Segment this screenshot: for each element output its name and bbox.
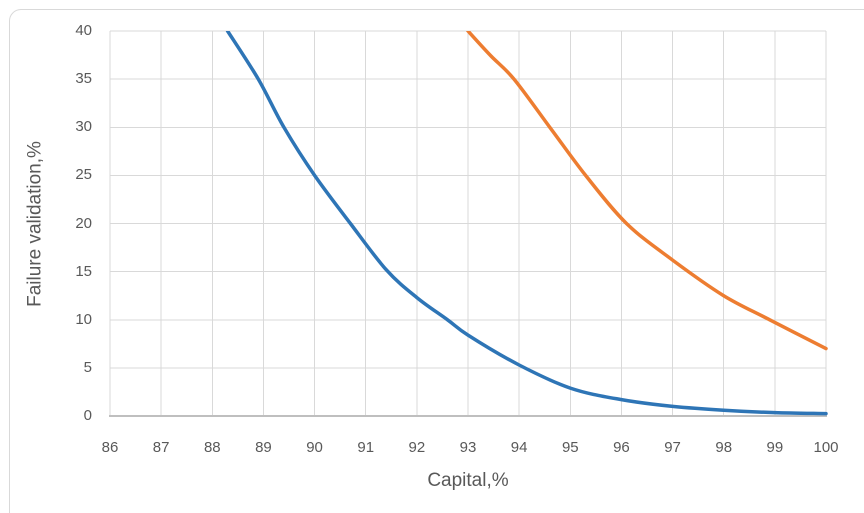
x-tick-label: 87 bbox=[152, 439, 170, 456]
y-tick-label: 5 bbox=[83, 358, 92, 376]
y-tick-label: 10 bbox=[75, 310, 92, 328]
y-tick-label: 40 bbox=[75, 22, 92, 39]
x-tick-label: 90 bbox=[306, 439, 323, 456]
x-tick-label: 100 bbox=[813, 439, 839, 456]
x-tick-label: 89 bbox=[255, 439, 272, 456]
x-tick-label: 93 bbox=[459, 439, 477, 456]
y-axis-title: Failure validation,% bbox=[24, 141, 46, 307]
y-tick-label: 25 bbox=[75, 166, 92, 184]
x-tick-label: 94 bbox=[510, 439, 528, 456]
x-tick-label: 91 bbox=[357, 439, 375, 456]
orange-line-series bbox=[466, 31, 828, 351]
x-tick-label: 96 bbox=[613, 439, 630, 456]
x-tick-label: 88 bbox=[203, 439, 221, 456]
x-tick-label: 99 bbox=[766, 439, 784, 456]
x-tick-label: 98 bbox=[715, 439, 733, 456]
y-tick-label: 35 bbox=[75, 70, 92, 88]
y-tick-label: 0 bbox=[83, 407, 92, 424]
x-tick-label: 95 bbox=[561, 439, 579, 456]
y-tick-label: 30 bbox=[75, 118, 92, 136]
y-tick-label: 15 bbox=[75, 262, 92, 280]
x-tick-label: 92 bbox=[408, 439, 426, 456]
x-tick-label: 97 bbox=[664, 439, 681, 456]
blue-line-series bbox=[225, 31, 828, 416]
x-tick-label: 86 bbox=[101, 439, 119, 456]
x-axis-title: Capital,% bbox=[427, 470, 509, 491]
y-tick-label: 20 bbox=[75, 214, 92, 232]
